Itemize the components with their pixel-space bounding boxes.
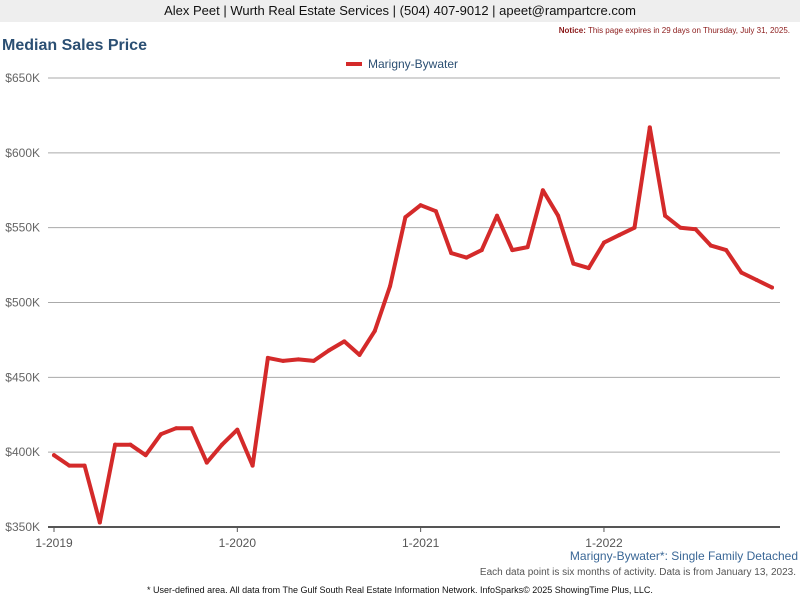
data-point	[189, 426, 194, 431]
notice-label: Notice:	[558, 26, 586, 35]
data-point	[739, 270, 744, 275]
data-point	[250, 463, 255, 468]
data-point	[342, 339, 347, 344]
expiry-notice: Notice: This page expires in 29 days on …	[559, 26, 790, 35]
data-point	[693, 227, 698, 232]
area-caption[interactable]: Marigny-Bywater*: Single Family Detached	[569, 549, 798, 563]
data-point	[418, 203, 423, 208]
data-point	[128, 442, 133, 447]
data-point	[143, 453, 148, 458]
x-axis-ticks: 1-2019 1-2020 1-2021 1-2022	[35, 527, 623, 550]
y-tick-label: $550K	[5, 221, 40, 235]
line-chart: $350K $400K $450K $500K $550K $600K $650K 1-20…	[5, 71, 780, 550]
data-point	[556, 213, 561, 218]
data-point	[449, 251, 454, 256]
legend-swatch	[346, 62, 362, 66]
y-tick-label: $650K	[5, 71, 40, 85]
data-point	[632, 225, 637, 230]
y-tick-label: $400K	[5, 445, 40, 459]
data-point	[617, 233, 622, 238]
data-point	[220, 442, 225, 447]
data-point	[663, 213, 668, 218]
legend-label: Marigny-Bywater	[368, 57, 459, 71]
data-point	[388, 284, 393, 289]
data-point	[571, 261, 576, 266]
notice-text: This page expires in 29 days on Thursday…	[587, 26, 790, 35]
data-point	[525, 245, 530, 250]
data-point	[52, 453, 56, 458]
data-point	[281, 358, 286, 363]
data-point	[235, 427, 240, 432]
data-point	[586, 266, 591, 271]
x-tick-label: 1-2022	[585, 536, 623, 550]
data-point	[357, 352, 362, 357]
data-point	[265, 355, 270, 360]
data-point	[770, 285, 774, 290]
data-point	[158, 432, 163, 437]
data-point	[754, 278, 759, 283]
contact-bar: Alex Peet | Wurth Real Estate Services |…	[0, 0, 800, 22]
series-line	[52, 125, 774, 525]
data-point	[372, 328, 377, 333]
data-point	[82, 463, 87, 468]
data-point	[433, 209, 438, 214]
data-point	[97, 520, 102, 525]
data-point	[403, 215, 408, 220]
chart-legend[interactable]: Marigny-Bywater	[346, 57, 458, 71]
data-point	[479, 248, 484, 253]
data-point	[464, 255, 469, 260]
x-tick-label: 1-2020	[219, 536, 257, 550]
data-point	[510, 248, 515, 253]
series-layer	[52, 125, 774, 525]
data-point	[601, 240, 606, 245]
data-footnote: Each data point is six months of activit…	[479, 567, 796, 578]
data-point	[495, 213, 500, 218]
data-point	[311, 358, 316, 363]
data-point	[296, 357, 301, 362]
data-point	[678, 225, 683, 230]
data-point	[326, 348, 331, 353]
data-point	[708, 243, 713, 248]
y-axis-ticks: $350K $400K $450K $500K $550K $600K $650K	[5, 71, 40, 534]
data-point	[113, 442, 118, 447]
chart-title: Median Sales Price	[2, 37, 147, 54]
data-point	[67, 463, 72, 468]
data-point	[647, 125, 652, 130]
data-point	[540, 188, 545, 193]
y-tick-label: $500K	[5, 296, 40, 310]
y-tick-label: $450K	[5, 370, 40, 384]
data-point	[204, 460, 209, 465]
source-footnote: * User-defined area. All data from The G…	[147, 585, 653, 595]
data-point	[724, 248, 729, 253]
x-tick-label: 1-2019	[35, 536, 73, 550]
y-tick-label: $600K	[5, 146, 40, 160]
contact-text: Alex Peet | Wurth Real Estate Services |…	[164, 3, 636, 18]
x-tick-label: 1-2021	[402, 536, 440, 550]
y-tick-label: $350K	[5, 520, 40, 534]
data-point	[174, 426, 179, 431]
grid-layer	[48, 77, 780, 528]
